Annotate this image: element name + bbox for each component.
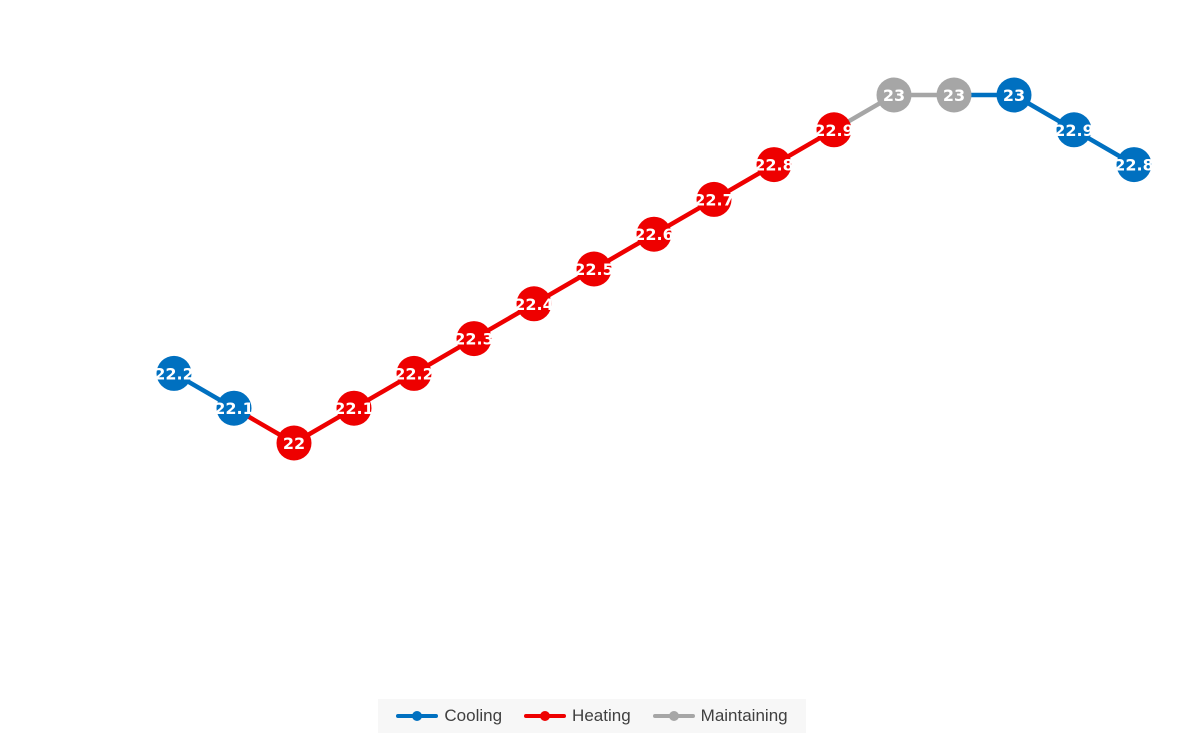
- data-label: 23: [883, 86, 905, 105]
- data-point-cooling: [216, 390, 252, 426]
- data-label: 22.9: [1054, 121, 1093, 140]
- data-label: 22.7: [694, 190, 733, 209]
- legend-swatch-heating: [524, 710, 567, 722]
- data-label: 22.1: [214, 399, 253, 418]
- data-label: 22.4: [514, 295, 553, 314]
- data-label: 23: [943, 86, 965, 105]
- data-point-cooling: [1116, 147, 1152, 183]
- data-label: 22.2: [394, 364, 433, 383]
- data-label: 22.3: [454, 330, 493, 349]
- data-point-cooling: [156, 355, 192, 391]
- data-label: 22.8: [1114, 156, 1153, 175]
- data-label: 22: [283, 434, 305, 453]
- data-label: 22.1: [334, 399, 373, 418]
- legend-label-maintaining: Maintaining: [700, 706, 788, 725]
- data-point-heating: [636, 216, 672, 252]
- data-point-maintaining: [936, 77, 972, 113]
- line-chart: 22.2 22.1 22 22.1 22.2 22.3 22.4 22.5 22.6 22.7 22…: [154, 77, 1153, 461]
- legend-label-heating: Heating: [572, 706, 631, 725]
- data-label: 22.2: [154, 364, 193, 383]
- data-point-heating: [576, 251, 612, 287]
- data-label: 22.8: [754, 156, 793, 175]
- legend-item-heating: Heating: [524, 706, 631, 726]
- data-point-heating: [456, 321, 492, 357]
- data-point-cooling: [1056, 112, 1092, 148]
- data-point-maintaining: [876, 77, 912, 113]
- data-label: 23: [1003, 86, 1025, 105]
- data-point-heating: [336, 390, 372, 426]
- data-point-heating: [696, 181, 732, 217]
- chart-legend: Cooling Heating Maintaining: [378, 699, 806, 733]
- data-point-heating: [816, 112, 852, 148]
- data-point-heating: [756, 147, 792, 183]
- data-label: 22.9: [814, 121, 853, 140]
- legend-item-cooling: Cooling: [396, 706, 502, 726]
- data-point-heating: [516, 286, 552, 322]
- data-label: 22.6: [634, 225, 673, 244]
- data-label: 22.5: [574, 260, 613, 279]
- data-point-heating: [276, 425, 312, 461]
- data-point-heating: [396, 355, 432, 391]
- legend-label-cooling: Cooling: [444, 706, 503, 725]
- legend-item-maintaining: Maintaining: [652, 706, 788, 726]
- legend-swatch-cooling: [396, 710, 439, 722]
- data-point-cooling: [996, 77, 1032, 113]
- legend-swatch-maintaining: [652, 710, 695, 722]
